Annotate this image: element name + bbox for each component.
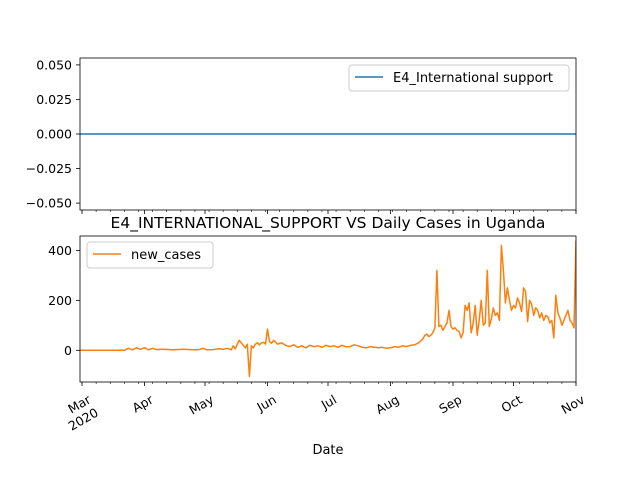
bottom-x-tick-label-group: Aug — [373, 392, 402, 417]
bottom-x-tick-label: Aug — [373, 392, 402, 417]
top-x-axis-ticks — [81, 210, 577, 214]
bottom-panel: E4_INTERNATIONAL_SUPPORT VS Daily Cases … — [48, 214, 588, 458]
bottom-y-tick-label: 200 — [48, 293, 72, 308]
bottom-x-tick-label-group: Jul — [318, 392, 339, 413]
bottom-x-tick-label: Nov — [559, 391, 588, 416]
top-y-tick-label: 0.025 — [36, 92, 72, 107]
bottom-legend: new_cases — [86, 241, 214, 269]
bottom-y-axis-ticks: 0 200 400 — [48, 243, 80, 358]
top-legend: E4_International support — [348, 64, 570, 92]
top-y-tick-label: −0.050 — [26, 196, 72, 211]
bottom-x-tick-label: Jul — [318, 392, 339, 413]
bottom-x-tick-label-group: Jun — [253, 392, 278, 415]
bottom-x-tick-label-group: Oct — [498, 392, 524, 416]
bottom-y-tick-label: 0 — [64, 343, 72, 358]
top-legend-label: E4_International support — [393, 71, 553, 86]
top-y-tick-label: −0.025 — [26, 161, 72, 176]
bottom-x-tick-label-group: Apr — [129, 391, 156, 415]
top-legend-box — [348, 64, 570, 92]
bottom-x-tick-label: Sep — [436, 392, 464, 417]
bottom-chart-title: E4_INTERNATIONAL_SUPPORT VS Daily Cases … — [111, 214, 546, 233]
top-y-tick-label: 0.000 — [36, 127, 72, 142]
bottom-series-layer — [80, 240, 576, 378]
bottom-legend-label: new_cases — [131, 248, 201, 263]
top-axes-frame — [79, 57, 577, 211]
bottom-x-tick-label: Jun — [253, 392, 278, 415]
bottom-x-tick-label: Oct — [498, 392, 524, 416]
bottom-y-tick-label: 400 — [48, 243, 72, 258]
bottom-x-tick-label: Apr — [129, 391, 156, 415]
bottom-series-line — [80, 240, 576, 378]
top-y-axis-ticks: 0.050 0.025 0.000 −0.025 −0.050 — [26, 57, 80, 211]
bottom-x-tick-label-group: Nov — [559, 391, 588, 416]
top-y-tick-label: 0.050 — [36, 57, 72, 72]
bottom-x-tick-label-group: Sep — [436, 392, 464, 417]
bottom-x-tick-label-group: May — [186, 391, 216, 417]
bottom-axes-frame — [79, 235, 577, 383]
bottom-x-axis-label: Date — [312, 443, 343, 458]
bottom-legend-box — [86, 241, 214, 269]
bottom-x-tick-label: May — [186, 391, 216, 417]
top-panel: 0.050 0.025 0.000 −0.025 −0.050 E4_Internati… — [26, 57, 577, 214]
